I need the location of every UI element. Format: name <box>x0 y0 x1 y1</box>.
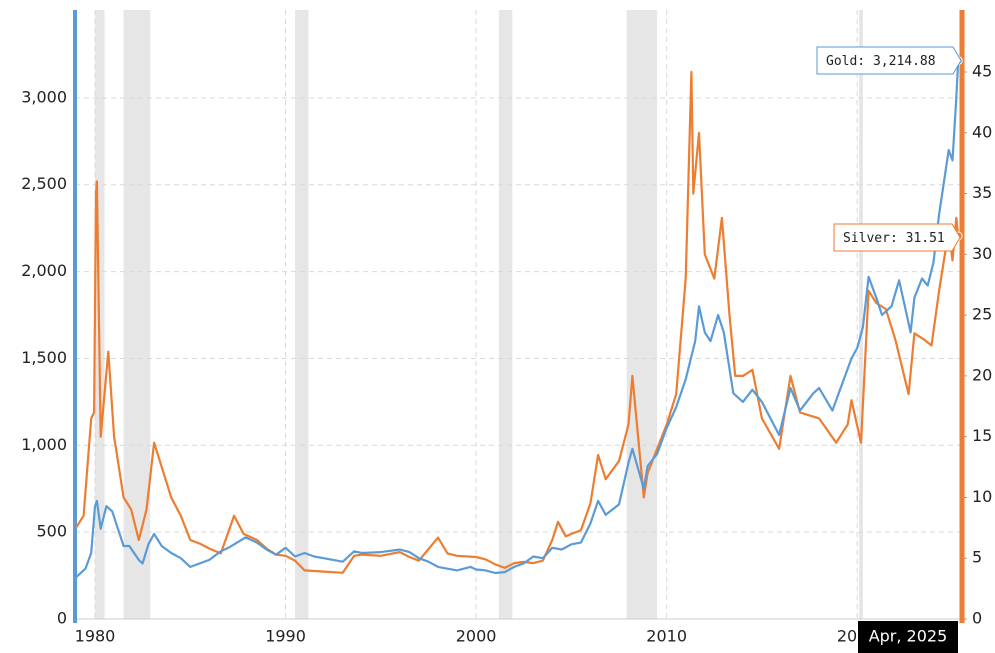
tooltip-text: Gold: 3,214.88 <box>826 54 936 69</box>
y-tick-label: 500 <box>36 522 67 541</box>
recession-band <box>123 10 151 619</box>
y2-tick-label: 5 <box>972 548 982 567</box>
y2-tick-label: 35 <box>972 183 992 202</box>
y2-tick-label: 0 <box>972 609 982 628</box>
hover-x-box <box>858 621 958 653</box>
y-tick-label: 0 <box>57 609 67 628</box>
recession-band <box>295 10 309 619</box>
series-line <box>75 70 960 574</box>
y2-tick-label: 45 <box>972 61 992 80</box>
y2-tick-label: 20 <box>972 365 992 384</box>
recession-band <box>859 10 863 619</box>
y-tick-label: 2,500 <box>21 174 67 193</box>
y-tick-label: 2,000 <box>21 261 67 280</box>
y2-tick-label: 40 <box>972 122 992 141</box>
y-tick-label: 1,500 <box>21 348 67 367</box>
series-line <box>75 60 960 579</box>
y2-tick-label: 25 <box>972 305 992 324</box>
tooltip-box <box>816 46 962 75</box>
tooltip-box <box>833 223 961 252</box>
x-tick-label: 1990 <box>265 627 306 646</box>
recession-band <box>498 10 513 619</box>
y-tick-label: 1,000 <box>21 435 67 454</box>
y2-tick-label: 30 <box>972 244 992 263</box>
y-tick-label: 3,000 <box>21 87 67 106</box>
x-tick-label: 2010 <box>646 627 687 646</box>
x-tick-label: 2000 <box>456 627 497 646</box>
x-tick-label: 1980 <box>75 627 116 646</box>
recession-band <box>626 10 658 619</box>
tooltip-text: Silver: 31.51 <box>843 231 945 246</box>
y2-tick-label: 15 <box>972 426 992 445</box>
y2-tick-label: 10 <box>972 487 992 506</box>
hover-x-label: Apr, 2025 <box>869 627 948 646</box>
